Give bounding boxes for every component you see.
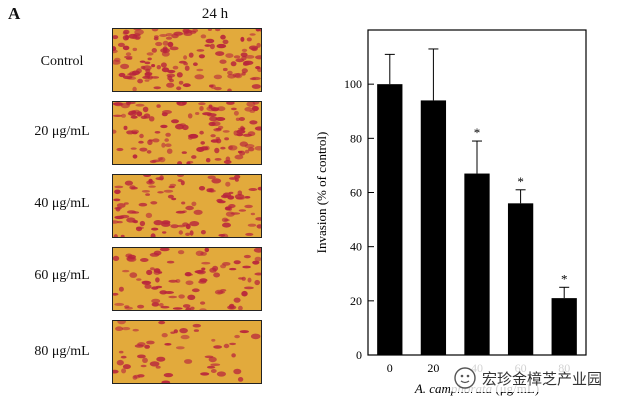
row-label-60: 60 μg/mL xyxy=(34,268,90,283)
bar-60 xyxy=(507,203,534,355)
x-tick-label: 0 xyxy=(387,361,393,375)
panel-letter: A xyxy=(8,4,21,23)
watermark: 宏珍金樟芝产业园 xyxy=(450,364,634,392)
wechat-icon xyxy=(454,367,476,389)
micrograph-cells xyxy=(113,29,261,91)
micrograph-control xyxy=(112,28,262,92)
significance-mark: * xyxy=(561,271,568,286)
bar-40 xyxy=(464,173,490,355)
micrograph-80 xyxy=(112,320,262,384)
micrograph-cells xyxy=(113,175,261,237)
bar-80 xyxy=(551,298,577,355)
row-label-40: 40 μg/mL xyxy=(34,196,90,211)
bar-20 xyxy=(420,100,447,356)
watermark-text: 宏珍金樟芝产业园 xyxy=(482,369,603,388)
y-tick-label: 40 xyxy=(350,240,362,254)
micrograph-40 xyxy=(112,174,262,238)
significance-mark: * xyxy=(517,174,524,189)
y-axis-label: Invasion (% of control) xyxy=(314,132,329,254)
time-label: 24 h xyxy=(201,6,229,22)
x-tick-label: 20 xyxy=(427,361,439,375)
micrograph-cells xyxy=(113,102,261,164)
y-tick-label: 80 xyxy=(350,131,362,145)
micrograph-20 xyxy=(112,101,262,165)
micrograph-60 xyxy=(112,247,262,311)
y-tick-label: 0 xyxy=(356,348,362,362)
row-label-control: Control xyxy=(40,54,84,69)
row-label-20: 20 μg/mL xyxy=(34,124,90,139)
bar-0 xyxy=(377,84,403,356)
micrograph-cells xyxy=(113,321,261,383)
significance-mark: * xyxy=(474,125,481,140)
micrograph-cells xyxy=(113,248,261,310)
row-label-80: 80 μg/mL xyxy=(34,344,90,359)
y-tick-label: 100 xyxy=(344,77,362,91)
y-tick-label: 20 xyxy=(350,294,362,308)
y-tick-label: 60 xyxy=(350,186,362,200)
